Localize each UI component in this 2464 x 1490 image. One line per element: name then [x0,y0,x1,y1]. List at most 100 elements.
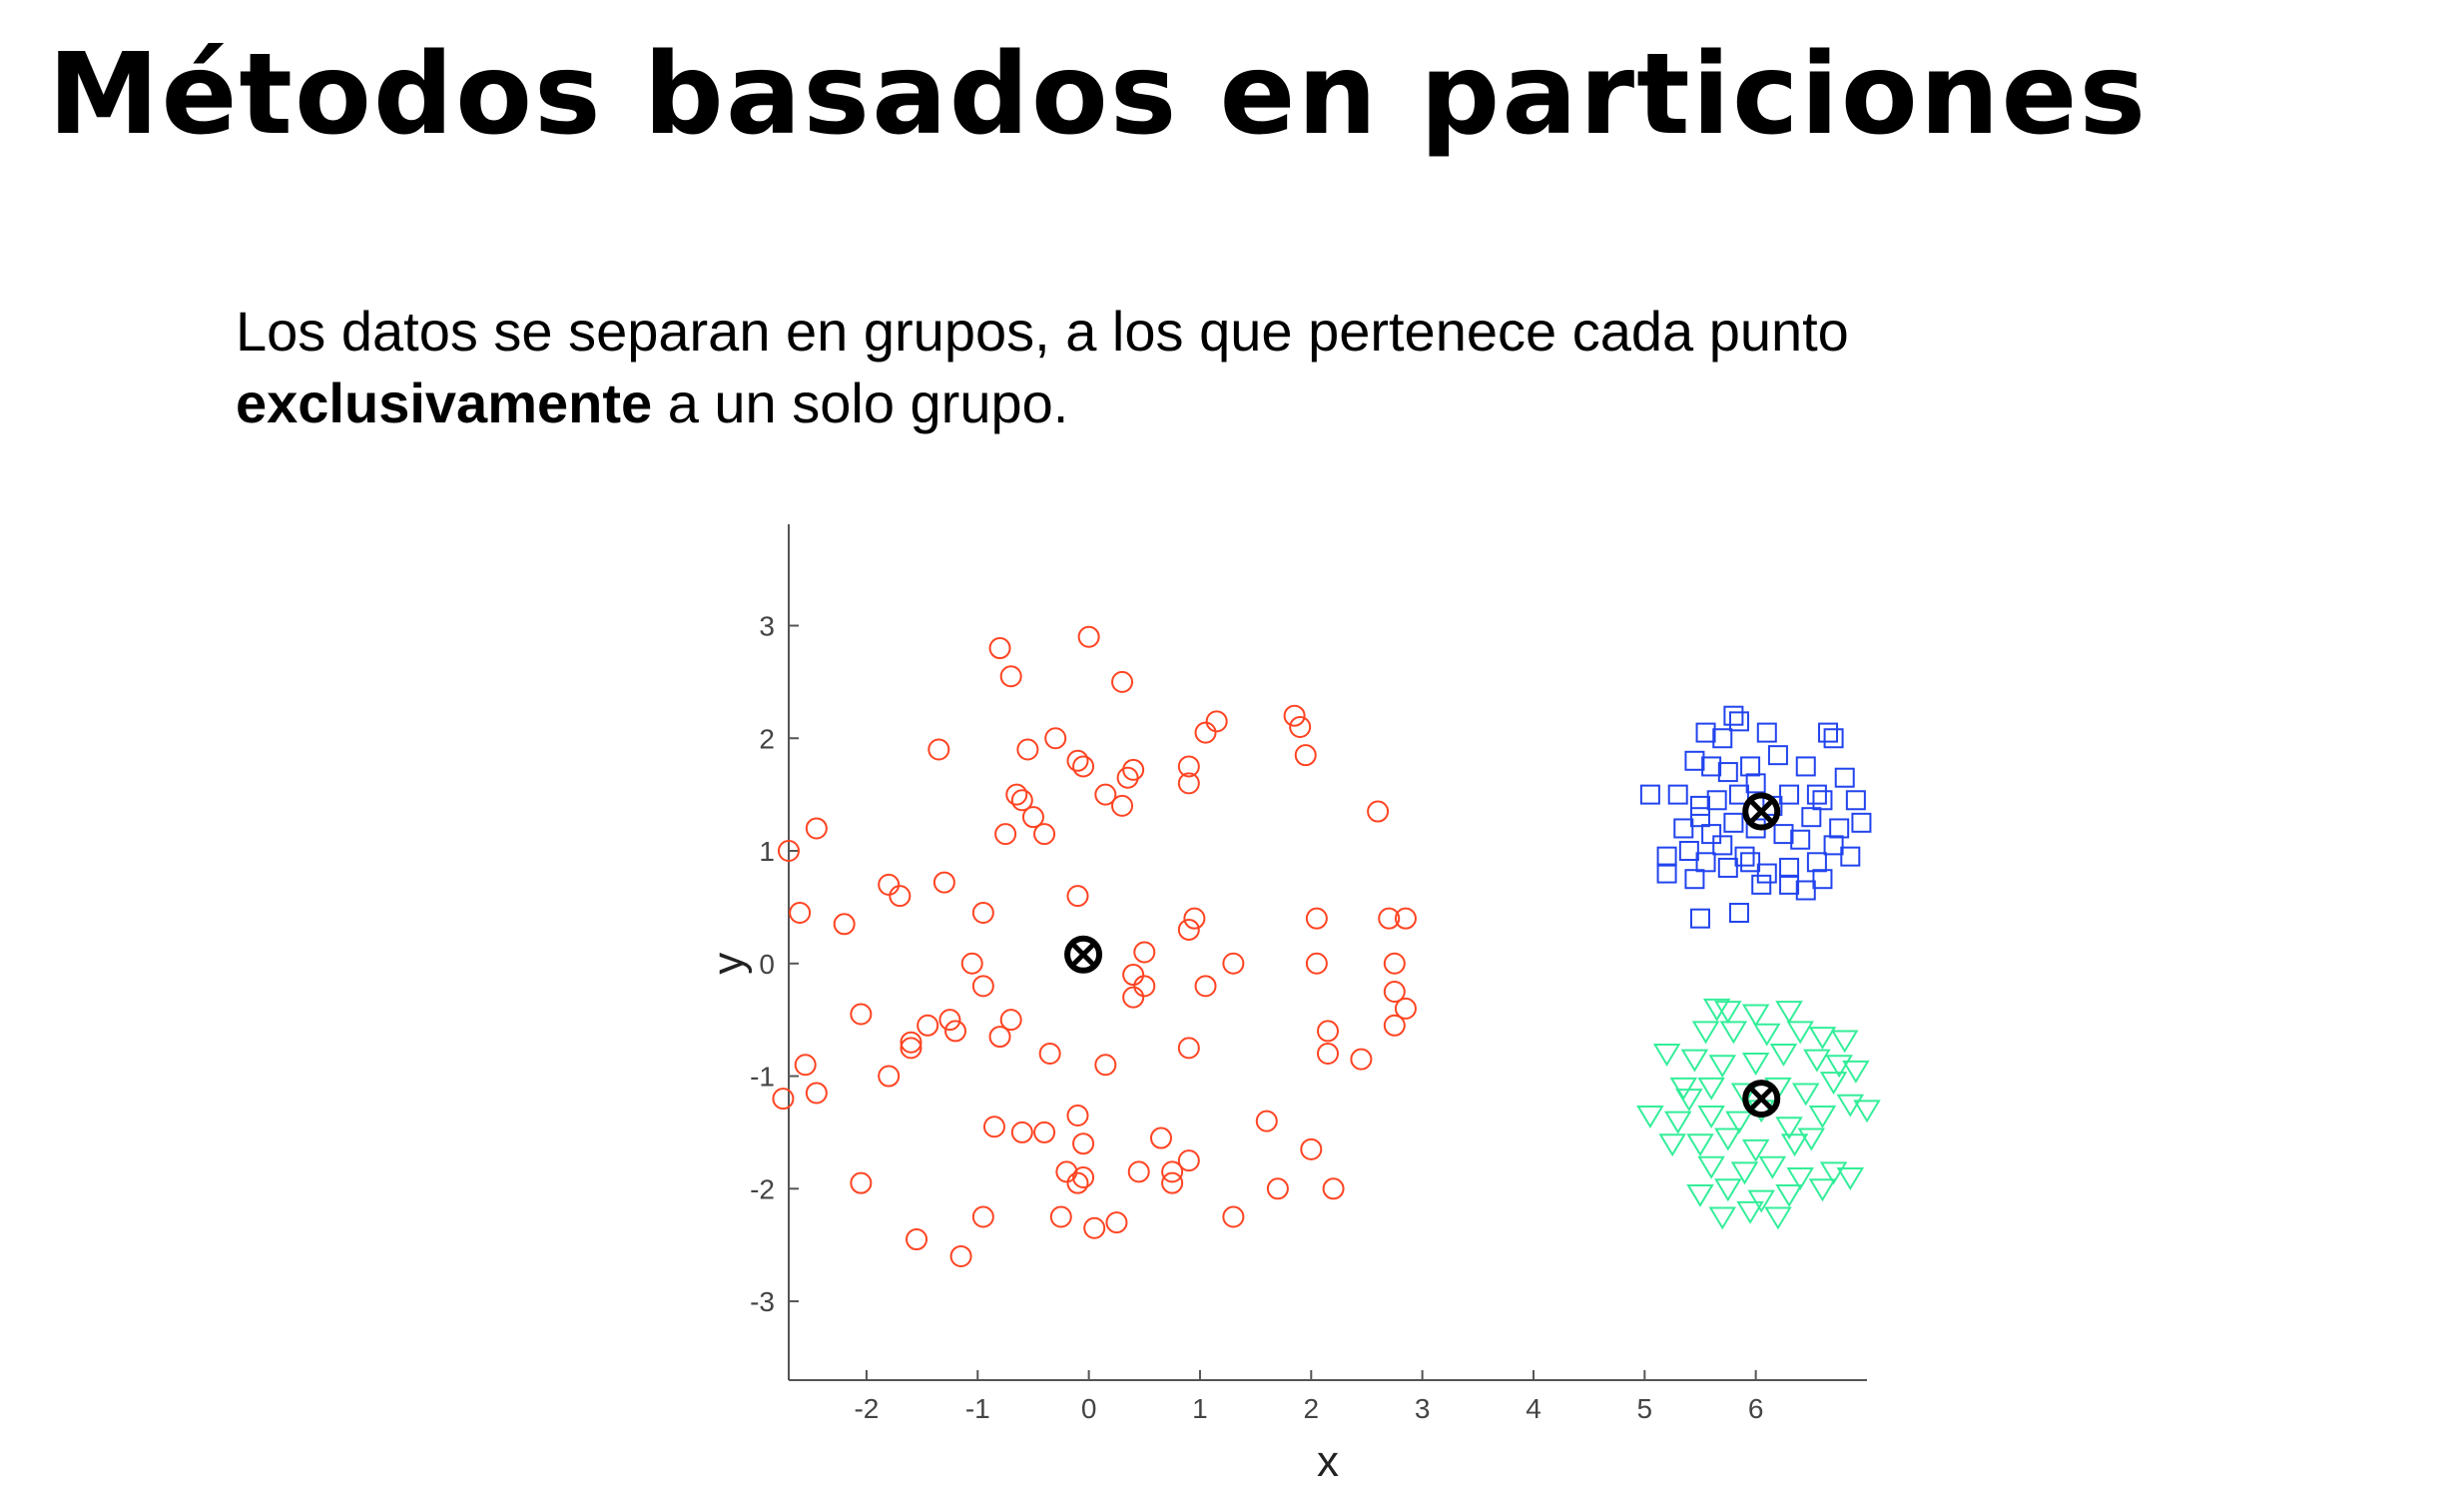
data-point-triangle [1736,1200,1764,1224]
centroid-cross [1748,798,1774,825]
y-tick-label: 0 [759,949,775,980]
data-point-circle [1194,721,1217,744]
centroid-marker [1064,935,1103,974]
data-point-circle [1394,907,1417,930]
data-point-circle [1194,975,1217,998]
data-point-circle [1383,980,1406,1003]
data-point-square [1728,784,1749,805]
data-point-circle [1367,800,1390,823]
x-tick-label: -2 [854,1393,879,1424]
x-tick-label: 3 [1415,1393,1431,1424]
x-tick-label: 5 [1637,1393,1653,1424]
data-point-circle [1394,997,1417,1020]
body-text-part2: a un solo grupo. [652,372,1069,434]
data-point-circle [789,902,812,925]
data-point-circle [1066,749,1089,772]
data-point-circle [805,817,828,840]
data-point-triangle [1702,998,1731,1022]
data-point-circle [1305,952,1328,975]
data-point-square [1767,745,1788,766]
data-point-circle [889,885,912,908]
data-point-circle [1177,1149,1200,1172]
data-point-square [1740,756,1761,777]
centroid-circle [1742,1080,1781,1118]
data-point-circle [1033,1120,1056,1143]
data-point-circle [1055,1160,1078,1183]
data-point-triangle [1819,1161,1848,1185]
data-point-triangle [1680,1049,1709,1073]
data-point-square [1779,857,1800,878]
data-point-circle [1127,1160,1150,1183]
data-point-circle [1322,1177,1345,1200]
data-point-circle [1350,1048,1373,1071]
data-point-circle [1177,918,1200,941]
data-point-triangle [1808,1106,1837,1128]
y-axis-label: y [704,953,753,975]
data-point-square [1717,857,1738,878]
centroid-circle [1742,792,1781,831]
data-point-triangle [1730,1161,1759,1185]
data-point-square [1779,784,1800,805]
data-point-square [1728,903,1749,924]
data-point-triangle [1708,1206,1737,1230]
data-point-circle [971,902,994,925]
data-point-triangle [1747,1189,1775,1213]
body-text-bold: exclusivamente [236,372,653,434]
data-point-square [1812,790,1833,811]
data-point-circle [1317,1042,1339,1065]
data-point-circle [1111,670,1134,693]
data-point-triangle [1636,1106,1664,1128]
data-point-circle [1122,964,1145,987]
data-point-square [1723,705,1744,726]
data-point-circle [772,1088,795,1111]
data-point-triangle [1663,1111,1692,1134]
data-point-circle [971,975,994,998]
data-point-triangle [1686,1133,1714,1157]
data-point-circle [944,1020,967,1043]
data-point-circle [1205,710,1228,733]
data-point-circle [850,1003,873,1026]
data-point-triangle [1697,1077,1725,1101]
data-point-circle [971,1205,994,1228]
data-point-triangle [1836,1167,1865,1190]
data-point-circle [999,665,1022,688]
data-point-circle [778,840,800,863]
data-point-triangle [1714,1127,1742,1151]
data-point-circle [1177,755,1200,778]
data-point-circle [1044,727,1067,750]
data-point-triangle [1658,1133,1686,1157]
data-point-circle [1016,738,1039,761]
y-tick-label: 1 [759,836,775,867]
data-point-circle [938,1009,961,1032]
data-point-triangle [1686,1183,1714,1207]
data-point-circle [1077,625,1100,648]
data-point-triangle [1741,1053,1770,1076]
data-point-circle [1294,744,1317,767]
x-tick-label: 4 [1526,1393,1541,1424]
data-point-triangle [1697,1155,1725,1179]
data-point-triangle [1786,1021,1814,1045]
data-point-triangle [1725,1111,1753,1134]
data-point-circle [1010,789,1033,812]
data-point-circle [1122,986,1145,1009]
data-point-circle [1072,1132,1095,1155]
data-point-circle [1066,1105,1089,1127]
data-point-square [1823,728,1844,749]
data-point-square [1656,846,1677,867]
data-point-circle [1222,1205,1245,1228]
centroid-cross [1070,941,1096,968]
centroid-marker [1742,1080,1781,1118]
data-point-circle [1149,1126,1172,1149]
data-point-triangle [1836,1094,1865,1118]
data-point-circle [900,1037,923,1060]
data-point-circle [1094,1054,1117,1077]
data-point-square [1689,807,1710,828]
data-point-circle [988,1026,1011,1049]
data-point-circle [949,1244,972,1267]
data-point-circle [1378,907,1401,930]
data-point-square [1712,835,1733,856]
data-point-square [1801,807,1822,828]
data-point-square [1790,829,1811,850]
slide-body-text: Los datos se separan en grupos, a los qu… [236,296,2133,439]
data-point-square [1740,852,1761,873]
